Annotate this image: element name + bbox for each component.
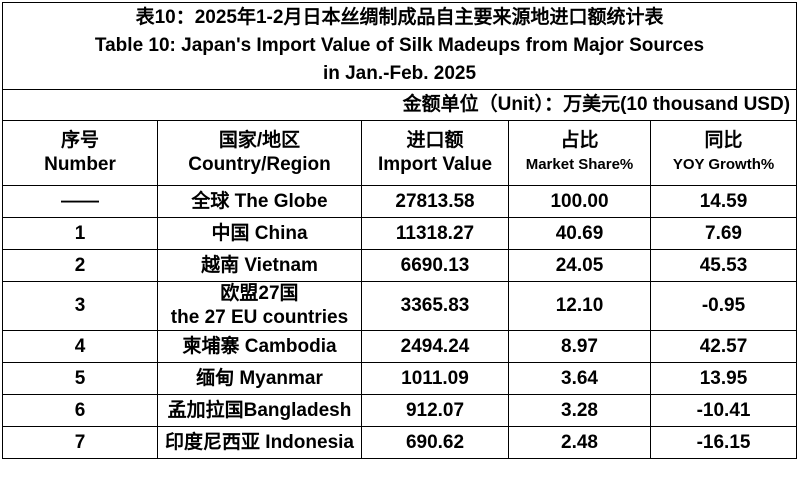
table-cell: 100.00 [508,185,651,218]
table-cell: 6690.13 [361,249,509,282]
table-row: 5 缅甸 Myanmar 1011.09 3.64 13.95 [2,362,798,395]
header-en: YOY Growth% [672,156,775,173]
table-cell: -0.95 [649,281,798,331]
table-cell: 中国 China [157,217,362,250]
table-row: 1 中国 China 11318.27 40.69 7.69 [2,217,798,250]
table-cell: 14.59 [649,185,798,218]
column-header: 同比 YOY Growth% [649,120,798,186]
table-cell: -16.15 [649,426,798,459]
table-cell: 7.69 [649,217,798,250]
table-cell: 6 [2,394,158,427]
table-cell: 5 [2,362,158,395]
table-cell: 8.97 [508,330,651,363]
table-cell: 4 [2,330,158,363]
header-zh: 国家/地区 [218,130,301,151]
table-cell: 7 [2,426,158,459]
table-cell: 柬埔寨 Cambodia [157,330,362,363]
column-header: 进口额 Import Value [361,120,509,186]
table-cell: —— [2,185,158,218]
table-cell: 印度尼西亚 Indonesia [157,426,362,459]
table-cell: 缅甸 Myanmar [157,362,362,395]
table-cell: 690.62 [361,426,509,459]
header-zh: 序号 [60,130,99,151]
table-cell: 42.57 [649,330,798,363]
table-cell: 13.95 [649,362,798,395]
table-cell: 3.28 [508,394,651,427]
column-header: 占比 Market Share% [508,120,651,186]
column-header: 序号 Number [2,120,158,186]
table-row: —— 全球 The Globe 27813.58 100.00 14.59 [2,185,798,218]
table-cell: 全球 The Globe [157,185,362,218]
table-cell: 24.05 [508,249,651,282]
unit: 金额单位（Unit）：万美元(10 thousand USD) [1,89,798,121]
header-zh: 占比 [560,130,599,151]
table-cell: 3365.83 [361,281,509,331]
table-cell: 越南 Vietnam [157,249,362,282]
header-en: Country/Region [188,154,331,175]
table-row: 4 柬埔寨 Cambodia 2494.24 8.97 42.57 [2,330,798,363]
table-cell: 45.53 [649,249,798,282]
table-cell: 1011.09 [361,362,509,395]
table-cell: 40.69 [508,217,651,250]
table-cell: 27813.58 [361,185,509,218]
header-en: Number [44,154,116,175]
table-row: 3 欧盟27国 the 27 EU countries 3365.83 12.10 -0… [2,281,798,331]
table-row: 2 越南 Vietnam 6690.13 24.05 45.53 [2,249,798,282]
table-row: 6 孟加拉国Bangladesh 912.07 3.28 -10.41 [2,394,798,427]
table-cell: 孟加拉国Bangladesh [157,394,362,427]
header-en: Import Value [377,154,493,175]
header-zh: 同比 [704,130,743,151]
table-cell: 2494.24 [361,330,509,363]
column-header: 国家/地区 Country/Region [157,120,362,186]
table-cell: 3 [2,281,158,331]
table-cell: -10.41 [649,394,798,427]
table-cell: 3.64 [508,362,651,395]
table-cell: 1 [2,217,158,250]
table-cell: 2 [2,249,158,282]
table-row: 7 印度尼西亚 Indonesia 690.62 2.48 -16.15 [2,426,798,459]
header-zh: 进口额 [406,130,464,151]
title-line: in Jan.-Feb. 2025 [322,63,477,84]
table-cell: 912.07 [361,394,509,427]
table-cell: 12.10 [508,281,651,331]
title-line: Table 10: Japan's Import Value of Silk M… [94,35,705,56]
title-line: 表10：2025年1-2月日本丝绸制成品自主要来源地进口额统计表 [135,7,664,28]
table-cell: 欧盟27国 the 27 EU countries [157,281,362,331]
title-cell: 表10：2025年1-2月日本丝绸制成品自主要来源地进口额统计表 Table 10… [1,2,798,90]
import-table: 表10：2025年1-2月日本丝绸制成品自主要来源地进口额统计表 Table 10… [1,2,798,459]
table-cell: 11318.27 [361,217,509,250]
table-cell: 2.48 [508,426,651,459]
header-en: Market Share% [525,156,634,173]
